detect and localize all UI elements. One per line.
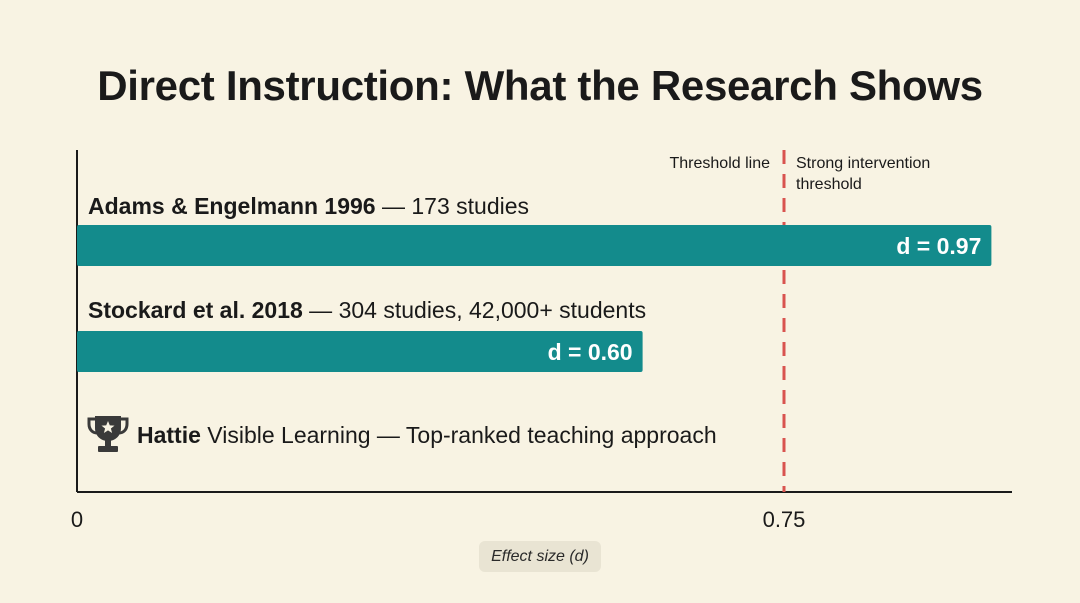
hattie-note-detail: Visible Learning — Top-ranked teaching a… (201, 422, 717, 448)
bar-label-adams: Adams & Engelmann 1996 — 173 studies (88, 193, 529, 219)
chart-title: Direct Instruction: What the Research Sh… (97, 62, 983, 109)
bar-label-stockard-source: Stockard et al. 2018 (88, 297, 303, 323)
trophy-icon (87, 416, 129, 452)
threshold-label: Threshold line (670, 155, 771, 172)
bar-label-stockard: Stockard et al. 2018 — 304 studies, 42,0… (88, 297, 646, 323)
bar-label-adams-source: Adams & Engelmann 1996 (88, 193, 376, 219)
threshold-description-line-1: Strong intervention (796, 155, 930, 172)
bar-value-adams: d = 0.97 (896, 233, 981, 259)
bar-label-adams-detail: — 173 studies (376, 193, 529, 219)
x-tick-label-0: 0 (71, 507, 83, 532)
x-axis-label: Effect size (d) (479, 541, 601, 572)
bar-value-stockard: d = 0.60 (548, 339, 633, 365)
bar-adams (77, 225, 992, 266)
bar-label-stockard-detail: — 304 studies, 42,000+ students (303, 297, 646, 323)
threshold-description-line-2: threshold (796, 176, 862, 193)
bar-stockard (77, 331, 643, 372)
x-tick-label-075: 0.75 (763, 507, 806, 532)
hattie-note-source: Hattie (137, 422, 201, 448)
hattie-note: Hattie Visible Learning — Top-ranked tea… (137, 422, 717, 448)
